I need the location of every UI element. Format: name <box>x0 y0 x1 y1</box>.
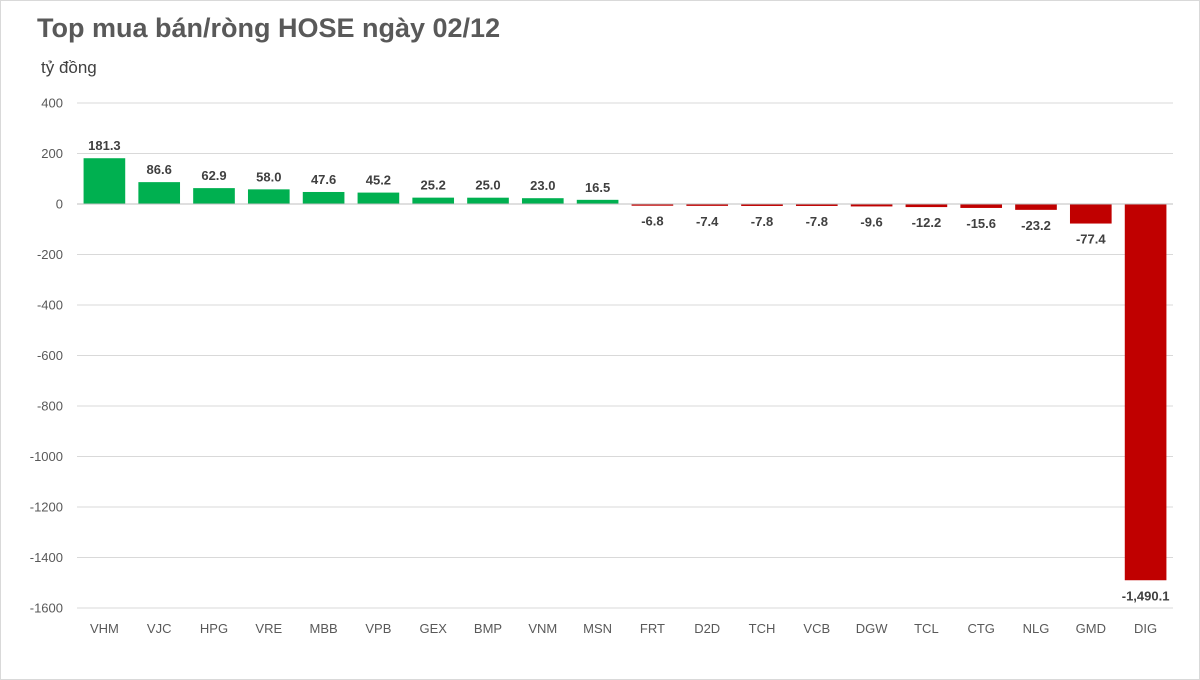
data-label: -23.2 <box>1021 218 1051 233</box>
y-tick-label: -800 <box>37 399 63 414</box>
bar-nlg <box>1015 204 1057 210</box>
category-label: FRT <box>640 621 665 636</box>
bar-vre <box>247 189 290 204</box>
category-label: GEX <box>419 621 447 636</box>
data-label: -7.8 <box>806 214 828 229</box>
y-tick-label: -600 <box>37 348 63 363</box>
category-label: CTG <box>967 621 994 636</box>
data-label: 58.0 <box>256 169 281 184</box>
data-labels: 181.3 86.6 62.9 58.0 47.6 45.2 25.2 25.0 23.0 16.… <box>88 138 1169 603</box>
y-tick-label: -1600 <box>30 601 63 616</box>
category-label: GMD <box>1076 621 1106 636</box>
bar-tcl <box>905 204 948 208</box>
data-label: 47.6 <box>311 172 336 187</box>
category-label: VHM <box>90 621 119 636</box>
y-tick-label: -200 <box>37 247 63 262</box>
data-label: -7.8 <box>751 214 773 229</box>
y-tick-label: -400 <box>37 298 63 313</box>
bar-hpg <box>193 188 235 204</box>
bar-dig <box>1124 204 1167 581</box>
data-label: 86.6 <box>147 162 172 177</box>
data-label: 62.9 <box>201 168 226 183</box>
category-label: MBB <box>310 621 338 636</box>
data-label: 25.2 <box>421 178 446 193</box>
category-label: VNM <box>528 621 557 636</box>
bars <box>83 158 1167 581</box>
gridlines <box>77 102 1173 609</box>
data-label: 181.3 <box>88 138 121 153</box>
y-tick-label: -1400 <box>30 550 63 565</box>
y-tick-label: 400 <box>41 96 63 111</box>
data-label: -6.8 <box>641 214 663 229</box>
bar-vjc <box>138 182 181 204</box>
data-label: -77.4 <box>1076 232 1106 247</box>
bar-tch <box>741 204 783 206</box>
chart-title: Top mua bán/ròng HOSE ngày 02/12 <box>37 13 501 43</box>
data-label: -1,490.1 <box>1122 588 1170 603</box>
data-label: 16.5 <box>585 180 610 195</box>
data-label: -12.2 <box>912 215 942 230</box>
bar-frt <box>631 204 674 206</box>
category-label: MSN <box>583 621 612 636</box>
bar-vhm <box>83 158 126 204</box>
bar-gex <box>412 197 455 204</box>
bar-bmp <box>467 197 509 204</box>
y-tick-label: 0 <box>56 197 63 212</box>
data-label: -9.6 <box>860 214 882 229</box>
category-label: BMP <box>474 621 502 636</box>
category-label: VRE <box>255 621 282 636</box>
category-label: D2D <box>694 621 720 636</box>
bar-vpb <box>357 192 400 204</box>
category-label: DGW <box>856 621 889 636</box>
category-label: VCB <box>803 621 830 636</box>
data-label: -7.4 <box>696 214 719 229</box>
data-label: 25.0 <box>475 178 500 193</box>
category-label: VPB <box>365 621 391 636</box>
bar-vnm <box>521 198 564 204</box>
bar-vcb <box>795 204 838 206</box>
data-label: 23.0 <box>530 178 555 193</box>
bar-ctg <box>960 204 1003 208</box>
bar-d2d <box>686 204 729 206</box>
category-label: VJC <box>147 621 172 636</box>
category-label: TCL <box>914 621 939 636</box>
category-label: NLG <box>1023 621 1050 636</box>
y-tick-label: 200 <box>41 146 63 161</box>
data-label: -15.6 <box>966 216 996 231</box>
bar-dgw <box>850 204 893 207</box>
bar-msn <box>576 199 619 204</box>
y-axis-unit-label: tỷ đồng <box>41 58 97 77</box>
category-label: TCH <box>749 621 776 636</box>
category-label: DIG <box>1134 621 1157 636</box>
data-label: 45.2 <box>366 173 391 188</box>
y-tick-label: -1000 <box>30 449 63 464</box>
category-label: HPG <box>200 621 228 636</box>
y-tick-labels: 400 200 0 -200 -400 -600 -800 -1000 -1200 -1400 -1… <box>30 96 63 616</box>
bar-mbb <box>302 191 345 204</box>
category-labels: VHM VJC HPG VRE MBB VPB GEX BMP VNM MSN FRT D2D TCH V… <box>90 621 1157 636</box>
y-tick-label: -1200 <box>30 500 63 515</box>
bar-gmd <box>1069 204 1112 224</box>
